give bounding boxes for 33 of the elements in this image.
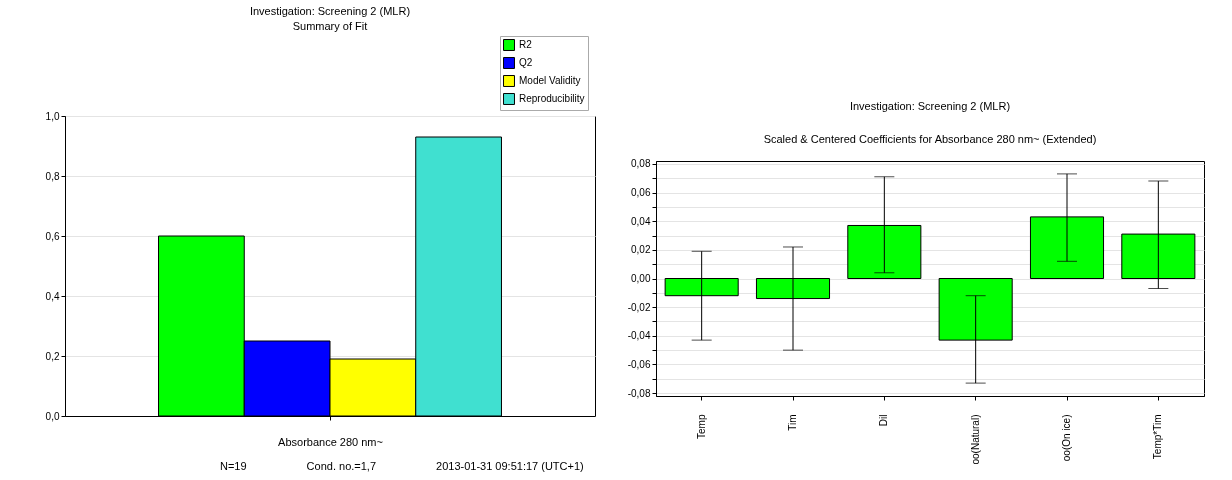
- chart-title: Investigation: Screening 2 (MLR): [249, 4, 411, 17]
- y-tick-label: 0,2: [45, 350, 60, 362]
- chart-title: Investigation: Screening 2 (MLR): [849, 99, 1011, 112]
- x-tick-label: Dil: [878, 414, 890, 427]
- legend-label: Reproducibility: [519, 93, 585, 104]
- legend-label: Q2: [519, 57, 533, 68]
- y-tick-label: -0,04: [627, 330, 651, 342]
- y-tick-label: 0,08: [631, 158, 651, 170]
- text: Cond. no.=1,7: [306, 460, 377, 472]
- y-tick-label: 0,00: [631, 273, 651, 284]
- x-tick-label: Temp: [695, 414, 707, 439]
- text: N=19: [220, 460, 247, 472]
- x-tick-label: oo(Natural): [969, 414, 981, 465]
- x-tick-label: oo(On ice): [1061, 414, 1072, 462]
- y-tick-label: -0,08: [627, 387, 651, 399]
- y-tick-label: 0,4: [45, 290, 60, 302]
- y-tick-label: 0,04: [631, 215, 651, 227]
- y-tick-label: 0,0: [45, 410, 60, 422]
- y-tick-label: 0,06: [631, 187, 651, 199]
- text: 2013-01-31 09:51:17 (UTC+1): [436, 460, 584, 472]
- y-tick-label: 1,0: [45, 110, 60, 122]
- y-tick-label: 0,8: [45, 170, 60, 182]
- x-tick-label: Temp*Tim: [1152, 414, 1164, 460]
- y-tick-label: 0,6: [45, 230, 60, 242]
- x-tick-label: Tim: [787, 414, 798, 431]
- chart-subtitle: Summary of Fit: [292, 19, 368, 32]
- y-tick-label: 0,02: [631, 244, 651, 256]
- x-axis-title: Absorbance 280 nm~: [278, 435, 383, 448]
- legend-label: Model Validity: [519, 75, 581, 86]
- y-tick-label: -0,02: [627, 301, 651, 313]
- legend-label: R2: [519, 39, 533, 50]
- y-tick-label: -0,06: [627, 358, 651, 370]
- chart-subtitle: Scaled & Centered Coefficients for Absorbance 280 nm~ (Extended): [763, 132, 1097, 145]
